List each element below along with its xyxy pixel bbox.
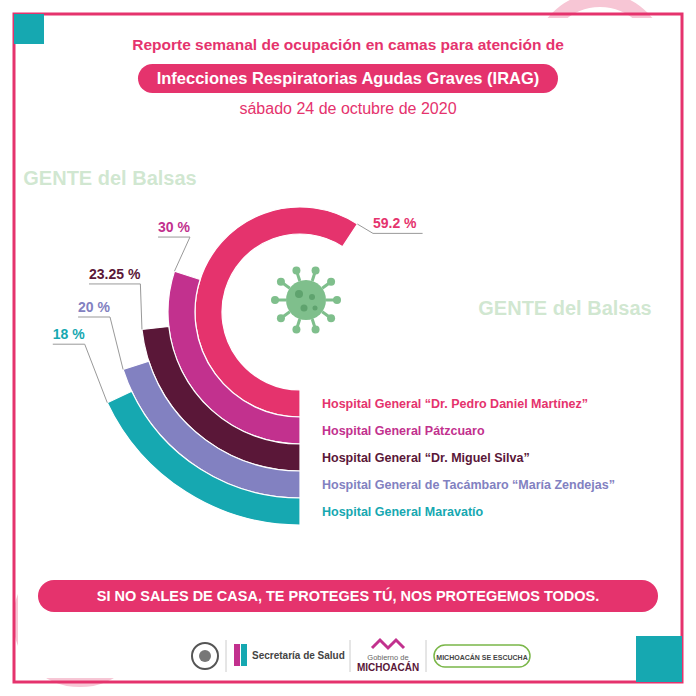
label-leader	[357, 224, 373, 233]
value-label: 23.25 %	[89, 266, 141, 282]
virus-spike-tip	[327, 278, 335, 286]
logo-mark	[372, 640, 404, 648]
label-underline	[373, 233, 423, 234]
virus-spot	[313, 306, 318, 311]
logo-divider	[350, 640, 351, 672]
category-label: Hospital General Pátzcuaro	[322, 424, 485, 438]
card	[18, 18, 678, 678]
page: GENTE del Balsas GENTE del Balsas Reporte …	[0, 0, 696, 696]
slogan: SI NO SALES DE CASA, TE PROTEGES TÚ, NOS…	[97, 587, 599, 604]
category-label: Hospital General Maravatío	[322, 505, 484, 519]
logo-divider	[426, 640, 427, 672]
virus-spot	[301, 305, 308, 312]
seal-logo	[192, 643, 218, 669]
virus-spot	[309, 294, 315, 300]
logo-mark	[241, 644, 247, 666]
virus-spike-tip	[327, 314, 335, 322]
corner-square	[14, 14, 44, 44]
virus-spike-tip	[277, 314, 285, 322]
watermark: GENTE del Balsas	[23, 167, 196, 189]
slogan-pill	[38, 580, 658, 612]
value-label: 18 %	[53, 326, 85, 342]
logo-text: Secretaría de Salud	[252, 650, 345, 661]
label-underline	[158, 237, 190, 238]
virus-spike-tip	[271, 296, 279, 304]
virus-spike-tip	[292, 325, 300, 333]
watermark: GENTE del Balsas	[478, 297, 651, 319]
radial-bars	[107, 207, 357, 525]
value-label: 20 %	[78, 299, 110, 315]
logo-text: MICHOACÁN SE ESCUCHA	[436, 653, 527, 661]
label-leader	[85, 344, 108, 402]
seal-logo-center	[199, 650, 211, 662]
virus-spike-tip	[292, 267, 300, 275]
logo-mark	[434, 645, 530, 667]
category-label: Hospital General de Tacámbaro “María Zen…	[322, 478, 615, 492]
virus-body	[286, 280, 326, 320]
logo-text: MICHOACÁN	[357, 661, 419, 673]
date: sábado 24 de octubre de 2020	[239, 100, 456, 117]
background	[0, 0, 696, 696]
virus-spot	[295, 290, 303, 298]
label-leader	[140, 284, 142, 330]
logo-mark	[234, 644, 240, 666]
label-underline	[53, 344, 85, 345]
logo-divider	[226, 640, 227, 672]
value-label: 30 %	[158, 219, 190, 235]
virus-spike-tip	[312, 325, 320, 333]
label-leader	[174, 237, 190, 271]
corner-square	[636, 636, 682, 682]
title: Reporte semanal de ocupación en camas pa…	[132, 36, 564, 53]
label-underline	[89, 283, 140, 284]
subtitle: Infecciones Respiratorias Agudas Graves …	[157, 69, 540, 87]
labels: Hospital General “Dr. Pedro Daniel Martí…	[53, 215, 615, 519]
value-label: 59.2 %	[373, 215, 417, 231]
category-label: Hospital General “Dr. Miguel Silva”	[322, 451, 530, 465]
label-underline	[78, 317, 110, 318]
category-label: Hospital General “Dr. Pedro Daniel Martí…	[322, 397, 588, 411]
label-leader	[110, 317, 123, 369]
virus-spike-tip	[277, 278, 285, 286]
logo-text: Gobierno de	[367, 653, 408, 662]
virus-icon	[271, 267, 341, 334]
virus-spike-tip	[312, 267, 320, 275]
subtitle-pill	[138, 64, 558, 93]
canvas: GENTE del Balsas GENTE del Balsas Reporte …	[0, 0, 696, 696]
radial-bar	[107, 391, 300, 525]
frame	[14, 14, 682, 682]
virus-spike-tip	[333, 296, 341, 304]
